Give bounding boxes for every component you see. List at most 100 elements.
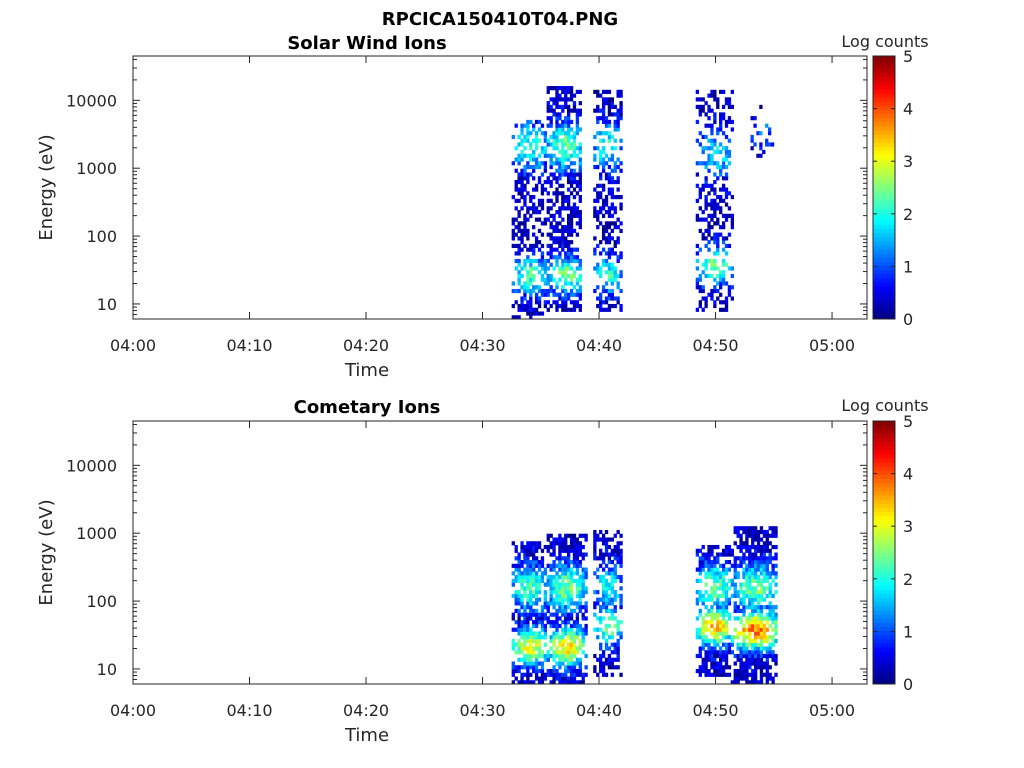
spectrogram-cell	[610, 195, 614, 200]
spectrogram-cell	[698, 161, 702, 166]
spectrogram-cell	[713, 221, 717, 226]
colorbar-segment	[873, 638, 895, 644]
spectrogram-cell	[552, 620, 556, 625]
spectrogram-cell	[561, 680, 565, 685]
spectrogram-cell	[523, 281, 527, 286]
spectrogram-cell	[753, 575, 758, 580]
spectrogram-cell	[558, 251, 562, 256]
spectrogram-cell	[716, 288, 720, 294]
spectrogram-cell	[578, 601, 582, 606]
spectrogram-cell	[569, 232, 574, 237]
spectrogram-cell	[523, 303, 527, 309]
spectrogram-cell	[751, 529, 755, 535]
spectrogram-cell	[721, 642, 726, 647]
spectrogram-cell	[610, 247, 614, 252]
spectrogram-cell	[532, 665, 536, 670]
spectrogram-cell	[707, 93, 711, 98]
spectrogram-cell	[713, 258, 717, 264]
spectrogram-cell	[520, 650, 524, 655]
spectrogram-cell	[543, 270, 547, 275]
spectrogram-cell	[762, 590, 767, 595]
spectrogram-cell	[540, 680, 545, 685]
spectrogram-cell	[575, 544, 580, 550]
spectrogram-cell	[561, 89, 565, 94]
spectrogram-cell	[604, 176, 609, 181]
spectrogram-cell	[526, 582, 530, 587]
spectrogram-cell	[555, 179, 559, 185]
spectrogram-cell	[532, 127, 536, 132]
spectrogram-cell	[753, 529, 758, 535]
spectrogram-cell	[540, 187, 545, 192]
spectrogram-cell	[713, 240, 717, 245]
spectrogram-cell	[596, 657, 600, 662]
spectrogram-cell	[753, 544, 758, 550]
spectrogram-cell	[517, 620, 521, 625]
colorbar-segment	[873, 445, 895, 451]
spectrogram-cell	[514, 601, 518, 606]
spectrogram-cell	[727, 285, 732, 290]
spectrogram-cell	[753, 552, 758, 557]
spectrogram-cell	[601, 104, 606, 109]
spectrogram-cell	[599, 251, 603, 256]
spectrogram-cell	[523, 631, 527, 636]
spectrogram-cell	[607, 172, 612, 177]
colorbar-segment	[873, 564, 895, 570]
spectrogram-cell	[707, 552, 711, 557]
x-tick-label: 04:20	[343, 701, 389, 720]
spectrogram-cell	[616, 258, 620, 264]
spectrogram-cell	[610, 657, 614, 662]
spectrogram-cell	[751, 623, 755, 629]
colorbar-segment	[873, 236, 895, 242]
spectrogram-cell	[695, 281, 700, 286]
spectrogram-cell	[549, 582, 553, 587]
spectrogram-cell	[727, 104, 732, 109]
spectrogram-cell	[721, 672, 726, 677]
spectrogram-cell	[569, 560, 574, 565]
spectrogram-cell	[613, 179, 617, 185]
spectrogram-cell	[599, 668, 603, 674]
colorbar-segment	[873, 142, 895, 147]
spectrogram-cell	[534, 661, 539, 666]
spectrogram-cell	[581, 578, 585, 583]
spectrogram-cell	[753, 560, 758, 565]
spectrogram-cell	[719, 168, 723, 173]
colorbar-segment	[873, 166, 895, 172]
spectrogram-cell	[607, 112, 612, 117]
spectrogram-cell	[578, 179, 582, 185]
spectrogram-cell	[724, 571, 729, 576]
spectrogram-cell	[575, 116, 580, 121]
spectrogram-cell	[555, 627, 559, 632]
spectrogram-cell	[549, 262, 553, 267]
colorbar-segment	[873, 544, 895, 549]
spectrogram-cell	[721, 183, 726, 188]
spectrogram-cell	[704, 672, 708, 677]
spectrogram-cell	[713, 672, 717, 677]
spectrogram-cell	[566, 221, 571, 226]
spectrogram-cell	[523, 642, 527, 647]
spectrogram-cell	[613, 277, 617, 282]
spectrogram-cell	[543, 593, 547, 598]
spectrogram-cell	[593, 288, 597, 294]
spectrogram-cell	[529, 657, 533, 662]
spectrogram-cell	[745, 616, 749, 621]
spectrogram-cell	[529, 582, 533, 587]
spectrogram-cell	[514, 593, 518, 598]
spectrogram-cell	[721, 131, 726, 136]
spectrogram-cell	[529, 642, 533, 647]
spectrogram-cell	[701, 623, 705, 629]
spectrogram-cell	[724, 567, 729, 572]
spectrogram-cell	[610, 608, 614, 614]
spectrogram-cell	[529, 315, 533, 320]
spectrogram-cell	[540, 635, 545, 640]
spectrogram-cell	[543, 601, 547, 606]
spectrogram-cell	[701, 134, 705, 140]
spectrogram-cell	[520, 138, 524, 143]
spectrogram-cell	[710, 590, 714, 595]
spectrogram-cell	[529, 142, 533, 147]
spectrogram-cell	[745, 556, 749, 561]
spectrogram-cell	[724, 303, 729, 309]
spectrogram-cell	[532, 601, 536, 606]
spectrogram-cell	[762, 544, 767, 550]
spectrogram-cell	[751, 544, 755, 550]
